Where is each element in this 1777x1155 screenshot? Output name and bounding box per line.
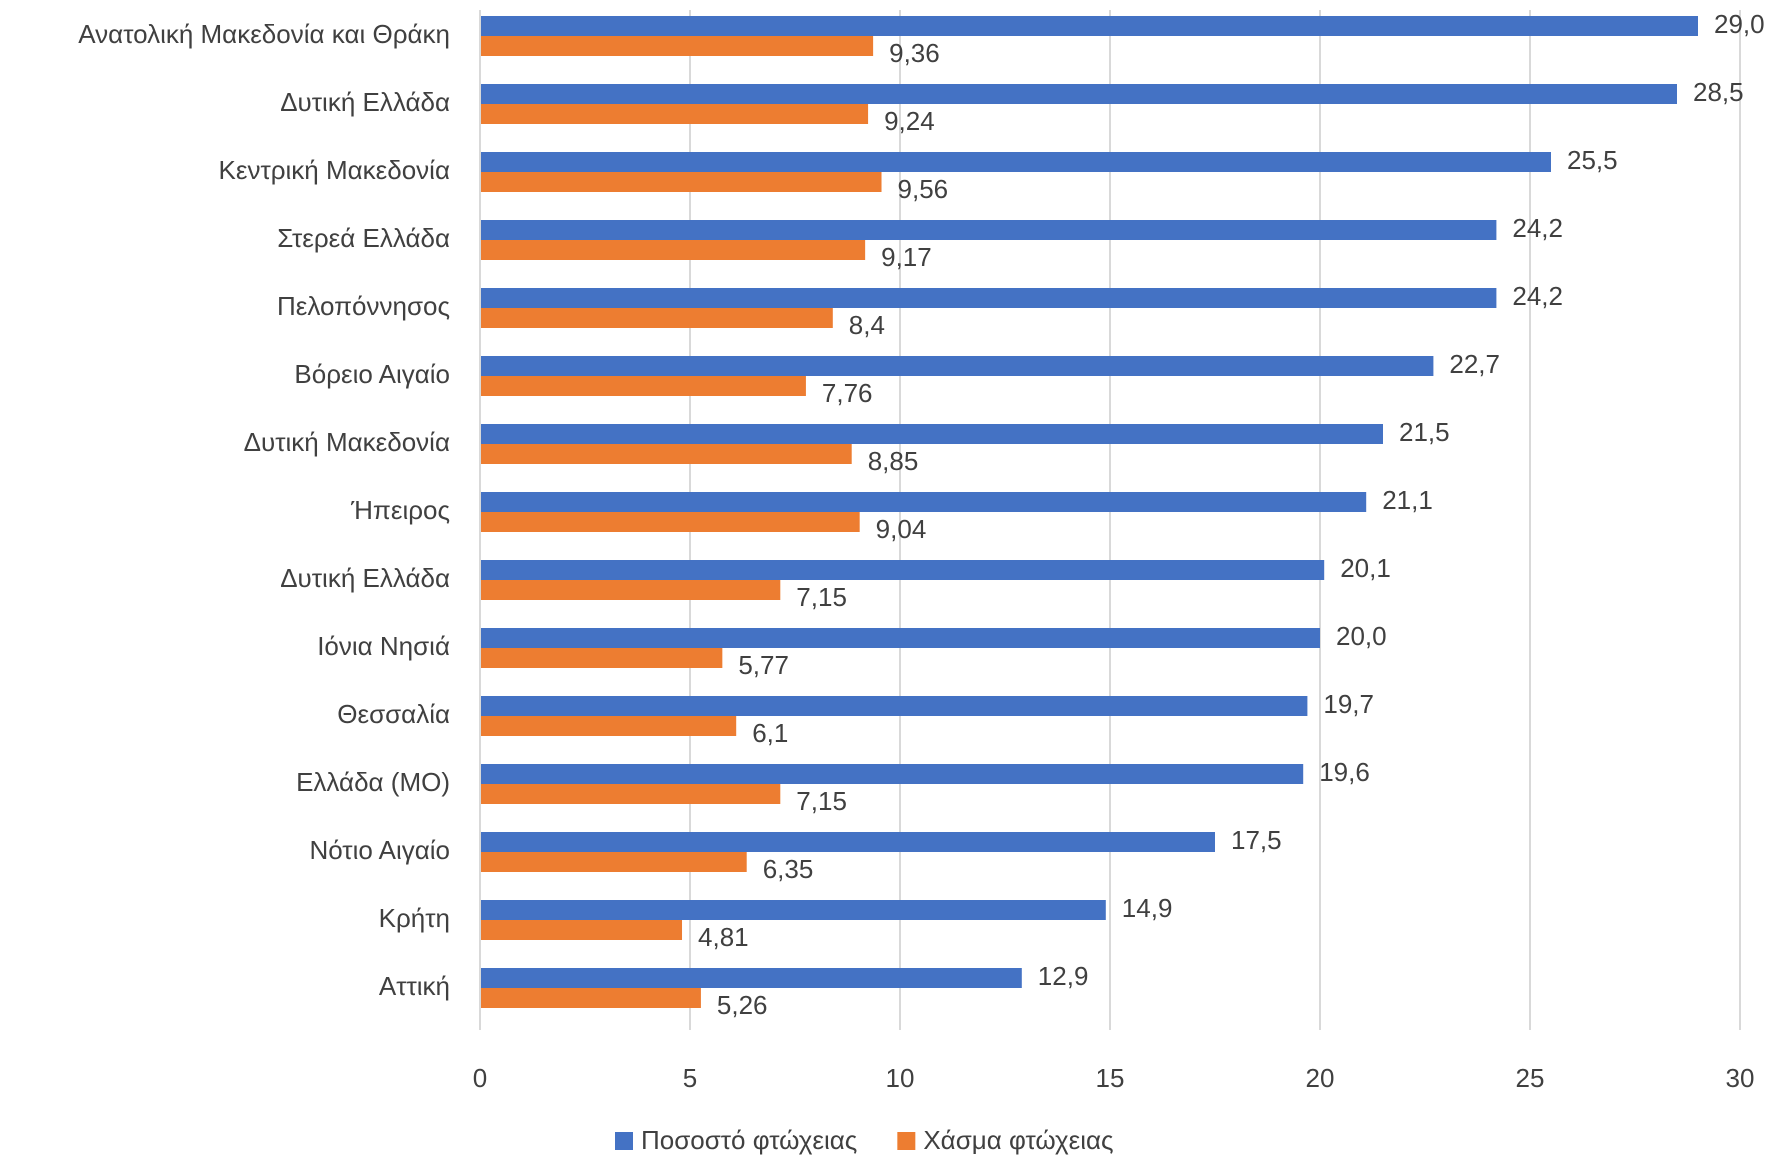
- data-label: 19,7: [1323, 689, 1374, 719]
- bar: [480, 512, 860, 532]
- data-label: 25,5: [1567, 145, 1618, 175]
- x-tick-label: 0: [473, 1063, 487, 1093]
- data-label: 20,1: [1340, 553, 1391, 583]
- legend-swatch: [897, 1132, 916, 1150]
- y-tick-label: Δυτική Μακεδονία: [244, 427, 450, 457]
- bar: [480, 832, 1215, 852]
- data-label: 24,2: [1512, 281, 1563, 311]
- y-tick-label: Ήπειρος: [350, 495, 450, 525]
- data-label: 19,6: [1319, 757, 1370, 787]
- y-tick-label: Στερεά Ελλάδα: [277, 223, 450, 253]
- x-tick-label: 5: [683, 1063, 697, 1093]
- bar: [480, 240, 866, 260]
- bar: [480, 356, 1434, 376]
- y-tick-label: Αττική: [379, 971, 450, 1001]
- bar: [480, 852, 747, 872]
- bar: [480, 424, 1383, 444]
- y-tick-label: Νότιο Αιγαίο: [309, 835, 450, 865]
- data-label: 7,15: [796, 582, 847, 612]
- legend-label: Ποσοστό φτώχειας: [641, 1125, 857, 1155]
- y-tick-label: Βόρειο Αιγαίο: [294, 359, 450, 389]
- data-label: 9,56: [898, 174, 949, 204]
- y-tick-label: Δυτική Ελλάδα: [280, 563, 450, 593]
- data-label: 7,76: [822, 378, 873, 408]
- data-label: 17,5: [1231, 825, 1282, 855]
- bar: [480, 988, 701, 1008]
- x-tick-label: 20: [1306, 1063, 1335, 1093]
- bar: [480, 104, 869, 124]
- bar: [480, 152, 1551, 172]
- x-tick-label: 15: [1096, 1063, 1125, 1093]
- y-tick-label: Θεσσαλία: [337, 699, 450, 729]
- data-label: 6,35: [763, 854, 814, 884]
- data-label: 5,26: [717, 990, 768, 1020]
- bar: [480, 628, 1320, 648]
- bar: [480, 84, 1677, 104]
- bar: [480, 16, 1698, 36]
- y-tick-label: Κεντρική Μακεδονία: [219, 155, 450, 185]
- data-label: 9,24: [884, 106, 935, 136]
- data-label: 21,1: [1382, 485, 1433, 515]
- bar: [480, 716, 737, 736]
- y-tick-label: Ιόνια Νησιά: [317, 631, 450, 661]
- data-label: 21,5: [1399, 417, 1450, 447]
- data-label: 29,0: [1714, 9, 1765, 39]
- data-label: 9,17: [881, 242, 932, 272]
- bar: [480, 900, 1106, 920]
- y-tick-label: Ανατολική Μακεδονία και Θράκη: [78, 19, 450, 49]
- data-label: 20,0: [1336, 621, 1387, 651]
- bar: [480, 492, 1367, 512]
- data-label: 6,1: [752, 718, 788, 748]
- bar: [480, 288, 1497, 308]
- data-label: 14,9: [1122, 893, 1173, 923]
- y-tick-label: Πελοπόννησος: [277, 291, 450, 321]
- data-label: 9,04: [876, 514, 927, 544]
- y-tick-label: Δυτική Ελλάδα: [280, 87, 450, 117]
- x-tick-label: 30: [1726, 1063, 1755, 1093]
- bar: [480, 172, 882, 192]
- bar: [480, 220, 1497, 240]
- legend-swatch: [615, 1132, 633, 1150]
- bar: [480, 764, 1304, 784]
- bar: [480, 920, 683, 940]
- data-label: 8,4: [849, 310, 885, 340]
- x-tick-label: 10: [886, 1063, 915, 1093]
- data-label: 22,7: [1449, 349, 1500, 379]
- x-tick-label: 25: [1516, 1063, 1545, 1093]
- data-label: 12,9: [1038, 961, 1089, 991]
- bar: [480, 648, 723, 668]
- data-label: 24,2: [1512, 213, 1563, 243]
- data-label: 28,5: [1693, 77, 1744, 107]
- bar: [480, 308, 833, 328]
- data-label: 4,81: [698, 922, 749, 952]
- legend-label: Χάσμα φτώχειας: [923, 1125, 1113, 1155]
- y-tick-label: Ελλάδα (ΜΟ): [296, 767, 450, 797]
- bar: [480, 36, 874, 56]
- bar: [480, 580, 781, 600]
- data-label: 8,85: [868, 446, 919, 476]
- bar: [480, 696, 1308, 716]
- y-tick-label: Κρήτη: [379, 903, 450, 933]
- data-label: 7,15: [796, 786, 847, 816]
- bar: [480, 560, 1325, 580]
- bar: [480, 444, 852, 464]
- bar: [480, 376, 806, 396]
- bar: [480, 784, 781, 804]
- data-label: 5,77: [738, 650, 789, 680]
- bar: [480, 968, 1022, 988]
- data-label: 9,36: [889, 38, 940, 68]
